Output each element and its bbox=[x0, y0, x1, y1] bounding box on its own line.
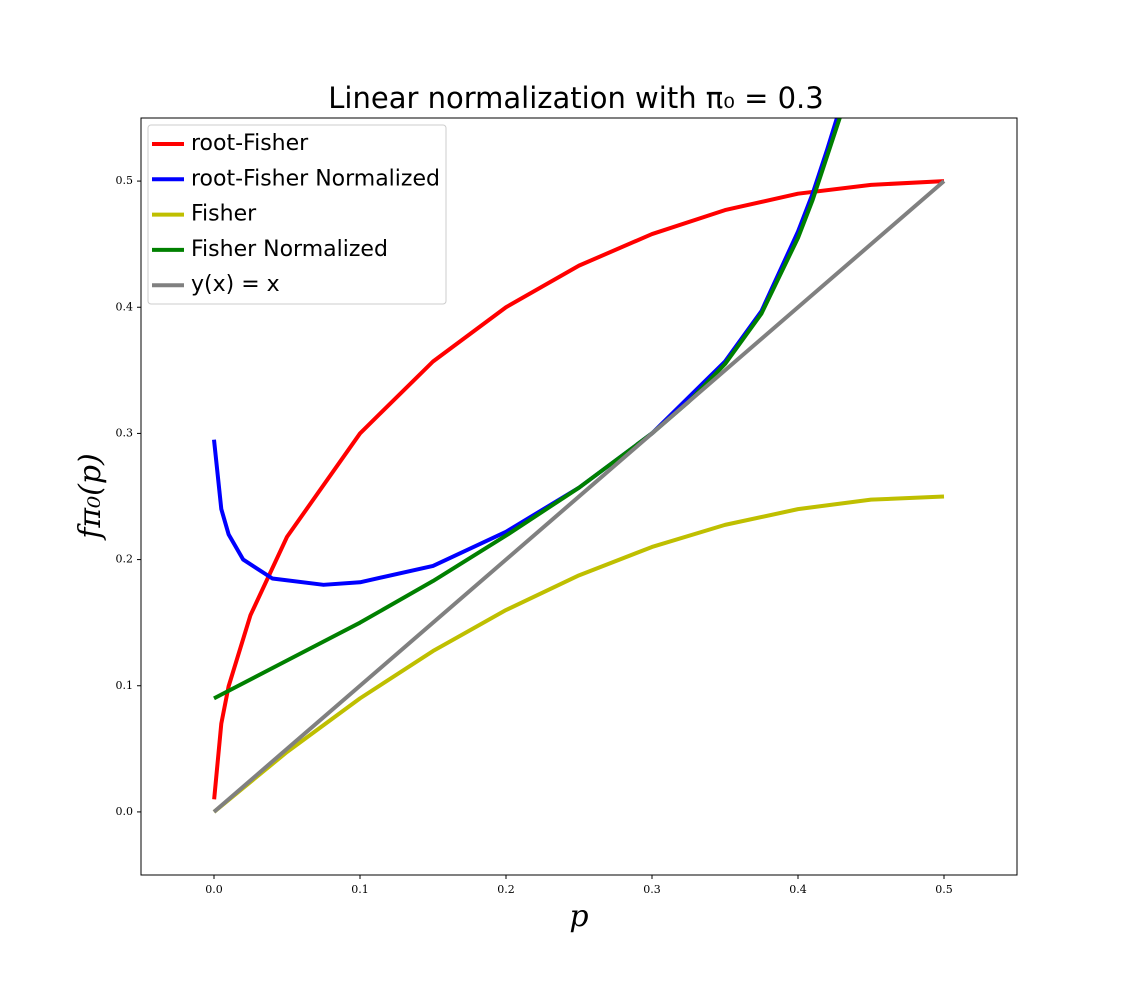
y-tick-label: 0.2 bbox=[116, 553, 134, 566]
legend-label: Fisher Normalized bbox=[191, 237, 388, 262]
series-line bbox=[212, 179, 946, 814]
axes-frame bbox=[140, 117, 1018, 876]
x-tick-label: 0.0 bbox=[205, 883, 223, 896]
y-tick-label: 0.5 bbox=[116, 174, 134, 187]
y-axis-label: fπ₀(p) bbox=[73, 453, 108, 540]
y-tick-label: 0.0 bbox=[116, 805, 134, 818]
series-line bbox=[212, 494, 945, 814]
x-tick-label: 0.1 bbox=[351, 883, 369, 896]
series-line bbox=[212, 118, 840, 587]
y-tick-label: 0.3 bbox=[116, 426, 134, 439]
x-tick-label: 0.5 bbox=[935, 883, 953, 896]
legend-label: root-Fisher bbox=[191, 131, 309, 156]
x-axis-label: p bbox=[569, 899, 588, 934]
x-tick-label: 0.2 bbox=[497, 883, 515, 896]
series-line bbox=[212, 179, 945, 800]
legend-label: root-Fisher Normalized bbox=[191, 166, 440, 191]
y-tick-label: 0.4 bbox=[116, 300, 134, 313]
legend-label: y(x) = x bbox=[191, 272, 280, 297]
x-tick-label: 0.4 bbox=[789, 883, 807, 896]
legend-box bbox=[147, 124, 447, 305]
chart-title: Linear normalization with π₀ = 0.3 bbox=[328, 81, 823, 115]
x-tick-label: 0.3 bbox=[643, 883, 661, 896]
plot-area bbox=[212, 118, 946, 814]
y-tick-label: 0.1 bbox=[116, 679, 134, 692]
legend-label: Fisher bbox=[191, 202, 257, 227]
